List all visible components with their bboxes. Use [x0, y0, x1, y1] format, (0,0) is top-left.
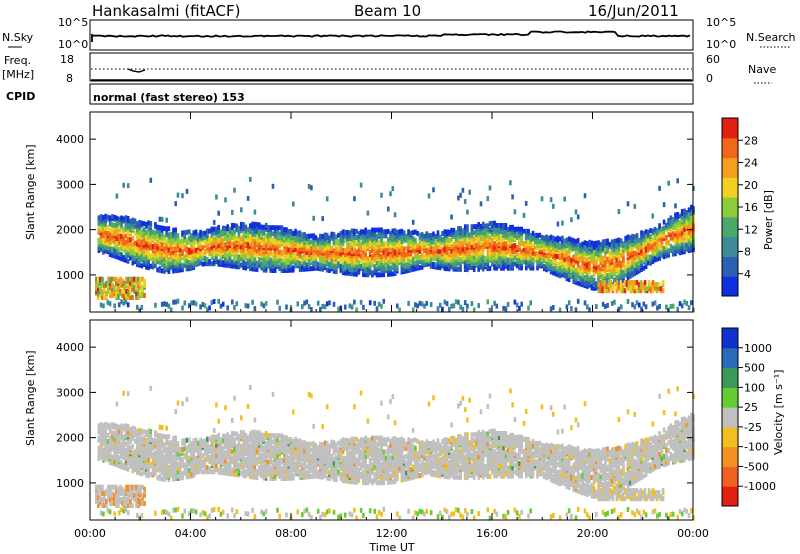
xtick-label: 04:00 [175, 527, 207, 540]
nsky-tick-high: 10^5 [58, 16, 88, 29]
power-panel: 1000 2000 3000 4000 Slant Range [km] 4 8 12 16… [24, 111, 775, 313]
time-axis: 00:00 04:00 08:00 12:00 16:00 20:00 00:00 [74, 112, 709, 540]
freq-tick-high: 18 [60, 53, 74, 66]
date-title: 16/Jun/2011 [588, 2, 679, 20]
ytick-label: 4000 [56, 133, 84, 146]
xtick-label: 20:00 [577, 527, 609, 540]
colorbar-tick: -1000 [744, 480, 776, 493]
velocity-ylabel: Slant Range [km] [24, 350, 37, 446]
ytick-label: 2000 [56, 432, 84, 445]
freq-panel: Freq. [MHz] 18 8 60 0 Nave [2, 52, 776, 85]
nsky-tick-low: 10^0 [58, 38, 88, 51]
colorbar-tick: 12 [744, 223, 758, 236]
velocity-heatmap [95, 384, 695, 521]
nsky-trace [91, 30, 691, 42]
colorbar-tick: 4 [744, 268, 751, 281]
freq-label-2: [MHz] [2, 68, 34, 81]
power-colorbar-label: Power [dB] [762, 190, 775, 250]
beam-title: Beam 10 [354, 2, 421, 20]
nsky-label: N.Sky [2, 31, 34, 44]
nave-tick-high: 60 [706, 53, 720, 66]
colorbar-tick: 25 [744, 401, 758, 414]
xtick-label: 00:00 [677, 527, 709, 540]
ytick-label: 1000 [56, 477, 84, 490]
freq-label-1: Freq. [4, 54, 31, 67]
colorbar-tick: 500 [744, 362, 765, 375]
nsearch-label: N.Search [746, 31, 796, 44]
velocity-panel: 1000 2000 3000 4000 Slant Range [km] 1000 50… [24, 319, 785, 521]
nave-label: Nave [748, 63, 776, 76]
velocity-colorbar-label: Velocity [m s⁻¹] [772, 370, 785, 455]
ytick-label: 3000 [56, 178, 84, 191]
velocity-colorbar: 1000 500 100 25 -25 -100 -500 -1000 [721, 327, 776, 507]
nsearch-tick-high: 10^5 [706, 16, 736, 29]
freq-blip [127, 68, 146, 73]
ytick-label: 2000 [56, 224, 84, 237]
ytick-label: 4000 [56, 341, 84, 354]
nsky-panel: N.Sky 10^5 10^0 10^5 10^0 N.Search [2, 16, 796, 51]
freq-tick-low: 8 [66, 72, 73, 85]
colorbar-tick: -25 [744, 421, 762, 434]
colorbar-tick: -500 [744, 460, 769, 473]
cpid-mode: normal (fast stereo) 153 [93, 91, 245, 104]
power-heatmap [95, 176, 695, 313]
station-title: Hankasalmi (fitACF) [92, 2, 240, 20]
xtick-label: 00:00 [74, 527, 106, 540]
colorbar-tick: 16 [744, 201, 758, 214]
colorbar-tick: 100 [744, 381, 765, 394]
xtick-label: 08:00 [275, 527, 307, 540]
power-ylabel: Slant Range [km] [24, 144, 37, 240]
colorbar-tick: 24 [744, 157, 758, 170]
xtick-label: 12:00 [376, 527, 408, 540]
colorbar-tick: 1000 [744, 342, 772, 355]
colorbar-tick: 28 [744, 134, 758, 147]
colorbar-tick: 8 [744, 246, 751, 259]
cpid-row: CPID normal (fast stereo) 153 [6, 83, 694, 105]
xtick-label: 16:00 [476, 527, 508, 540]
power-colorbar: 4 8 12 16 20 24 28 [721, 117, 758, 297]
xaxis-title: Time UT [368, 541, 414, 554]
ytick-label: 1000 [56, 269, 84, 282]
ytick-label: 3000 [56, 386, 84, 399]
nsearch-tick-low: 10^0 [706, 38, 736, 51]
nave-tick-low: 0 [706, 72, 713, 85]
cpid-label: CPID [6, 90, 35, 103]
colorbar-tick: 20 [744, 179, 758, 192]
colorbar-tick: -100 [744, 441, 769, 454]
